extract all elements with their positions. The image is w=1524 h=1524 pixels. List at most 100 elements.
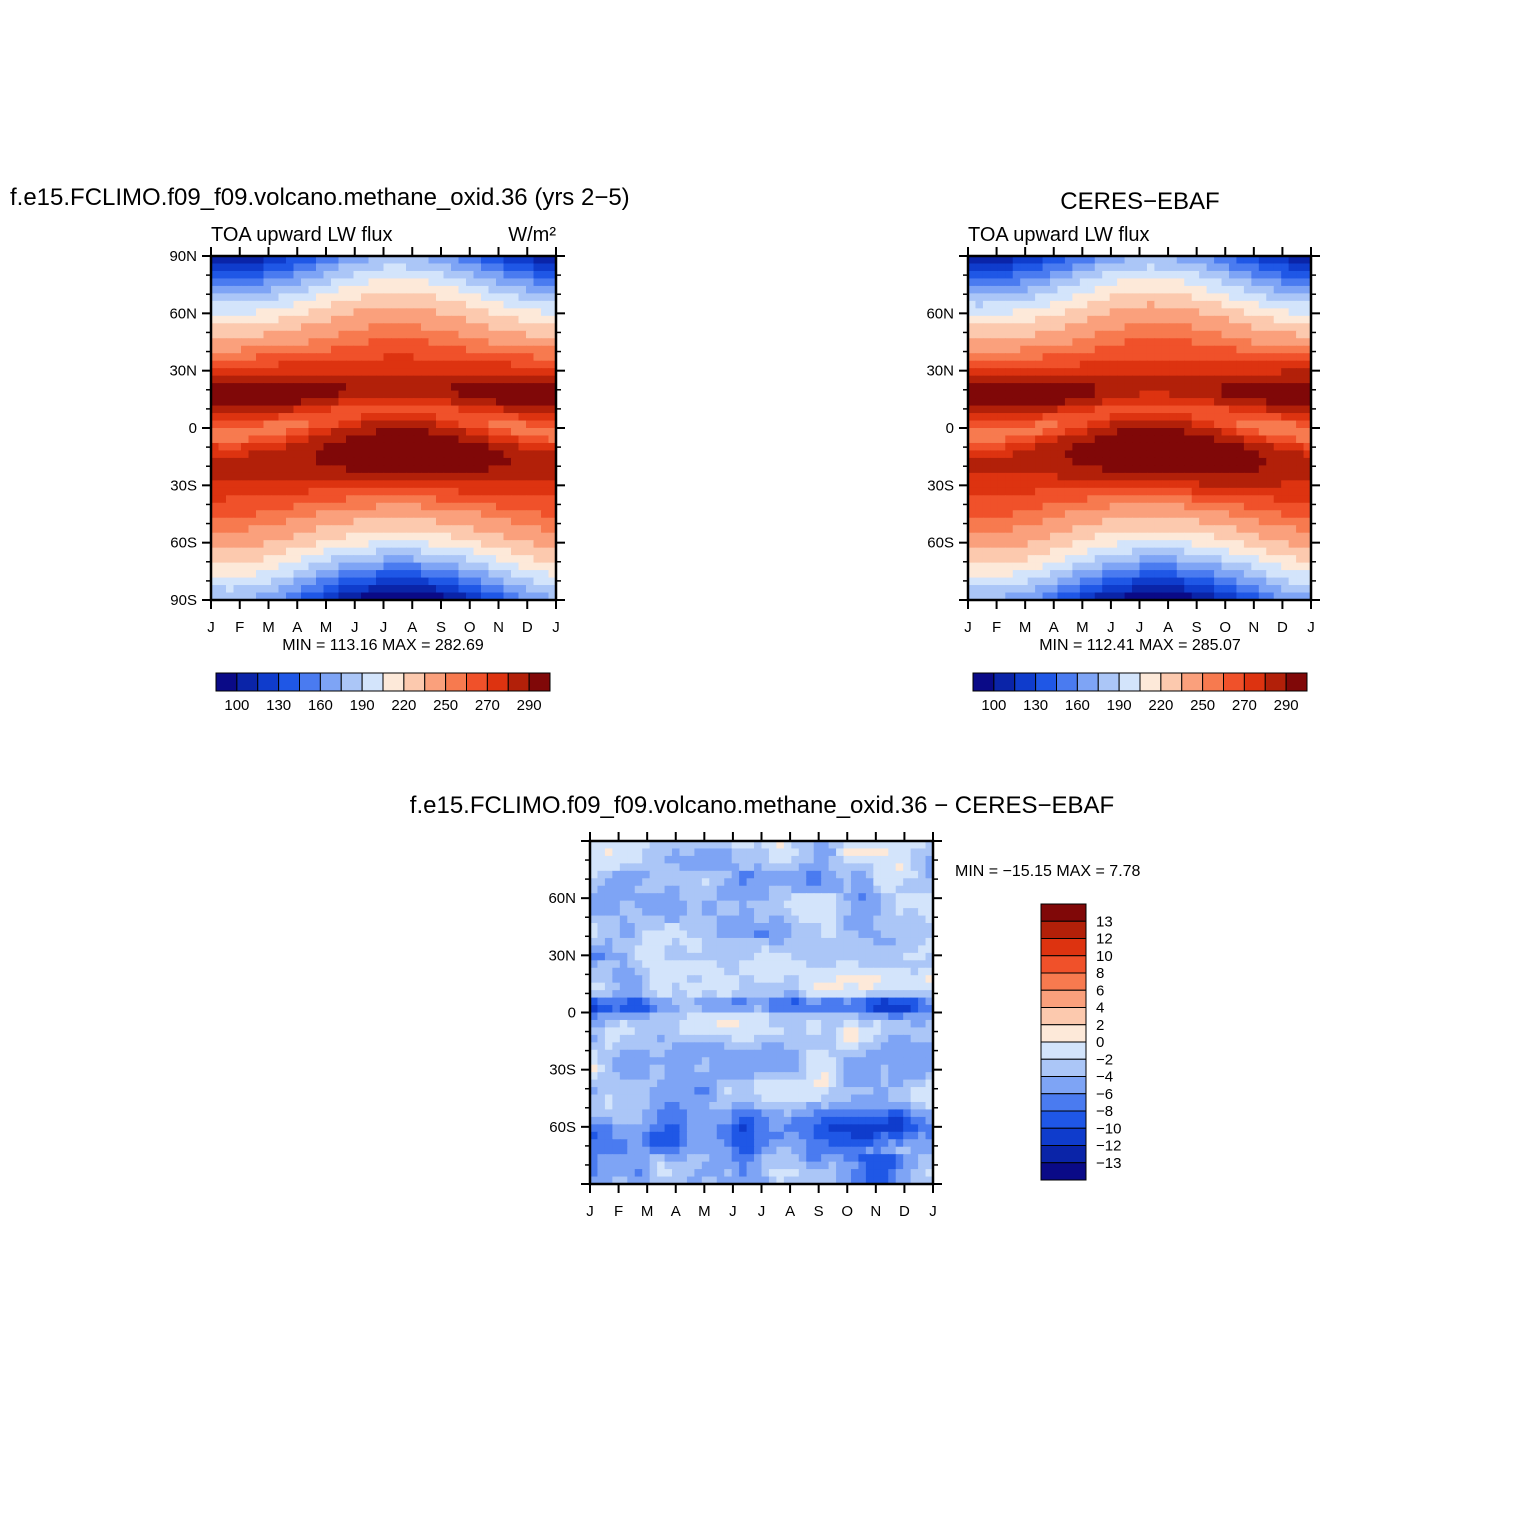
field-cell: [323, 300, 332, 309]
field-cell: [496, 345, 505, 354]
field-cell: [975, 420, 984, 429]
field-cell: [1027, 577, 1036, 586]
field-cell: [406, 330, 415, 339]
field-cell: [1251, 398, 1260, 407]
field-cell: [1064, 256, 1073, 265]
field-cell: [458, 465, 467, 474]
field-cell: [975, 285, 984, 294]
field-cell: [1102, 308, 1111, 317]
field-cell: [925, 841, 934, 850]
field-cell: [421, 457, 430, 466]
field-cell: [473, 487, 482, 496]
field-cell: [1072, 413, 1081, 422]
field-cell: [1281, 263, 1290, 272]
field-cell: [218, 383, 227, 392]
field-cell: [975, 592, 984, 601]
field-cell: [256, 547, 265, 556]
field-cell: [278, 510, 287, 519]
field-cell: [368, 353, 377, 362]
field-cell: [1184, 585, 1193, 594]
field-cell: [768, 863, 778, 872]
field-cell: [541, 532, 550, 541]
field-cell: [428, 457, 437, 466]
field-cell: [286, 323, 295, 332]
field-cell: [256, 420, 265, 429]
field-cell: [888, 878, 897, 887]
field-cell: [443, 442, 452, 452]
field-cell: [1102, 330, 1111, 339]
field-cell: [286, 338, 295, 347]
field-cell: [1124, 398, 1133, 407]
field-cell: [526, 435, 535, 444]
field-cell: [271, 383, 280, 392]
field-cell: [286, 502, 295, 511]
field-cell: [293, 570, 302, 579]
field-cell: [1191, 472, 1200, 481]
field-cell: [1132, 353, 1141, 362]
field-cell: [997, 472, 1006, 481]
field-cell: [1251, 413, 1260, 422]
field-cell: [301, 308, 310, 317]
field-cell: [263, 510, 272, 519]
field-cell: [376, 532, 385, 541]
field-cell: [1012, 383, 1021, 392]
field-cell: [361, 532, 370, 541]
field-cell: [1072, 383, 1081, 392]
field-cell: [1146, 472, 1156, 481]
field-cell: [1303, 300, 1312, 309]
field-cell: [533, 428, 542, 437]
field-cell: [466, 413, 475, 422]
panel-2-field: [968, 256, 1312, 601]
field-cell: [1303, 502, 1312, 511]
field-cell: [1228, 457, 1238, 466]
field-cell: [1005, 547, 1014, 556]
field-cell: [271, 353, 280, 362]
field-cell: [1176, 457, 1185, 466]
field-cell: [806, 863, 815, 872]
field-cell: [975, 413, 984, 422]
colorbar-box: [299, 672, 321, 692]
field-cell: [241, 375, 250, 384]
field-cell: [451, 353, 460, 362]
field-cell: [503, 510, 512, 519]
colorbar-box: [1076, 672, 1099, 692]
field-cell: [1199, 300, 1208, 309]
field-cell: [256, 472, 265, 481]
field-cell: [226, 480, 235, 489]
field-cell: [278, 315, 287, 324]
field-cell: [709, 870, 718, 879]
field-cell: [338, 480, 347, 489]
field-cell: [1132, 338, 1141, 347]
field-cell: [1050, 413, 1059, 422]
field-cell: [1146, 270, 1156, 280]
field-cell: [211, 457, 220, 466]
field-cell: [1228, 330, 1238, 339]
field-cell: [1154, 270, 1163, 280]
field-cell: [263, 383, 272, 392]
field-cell: [1199, 570, 1208, 579]
field-cell: [548, 270, 557, 280]
field-cell: [293, 390, 302, 399]
field-cell: [428, 383, 437, 392]
field-cell: [1020, 450, 1029, 459]
field-cell: [1243, 465, 1252, 474]
field-cell: [1102, 487, 1111, 496]
field-cell: [271, 592, 280, 601]
field-cell: [619, 923, 628, 932]
field-cell: [783, 915, 792, 924]
field-cell: [353, 450, 362, 459]
field-cell: [1288, 442, 1297, 452]
field-cell: [1020, 577, 1029, 586]
field-cell: [1020, 293, 1029, 302]
field-cell: [331, 592, 340, 601]
field-cell: [278, 413, 287, 422]
field-cell: [982, 345, 991, 354]
field-cell: [1117, 383, 1126, 392]
field-cell: [821, 900, 830, 909]
field-cell: [1206, 532, 1215, 541]
field-cell: [368, 330, 377, 339]
field-cell: [1154, 585, 1163, 594]
field-cell: [511, 502, 520, 511]
field-cell: [1243, 300, 1252, 309]
field-cell: [533, 465, 542, 474]
